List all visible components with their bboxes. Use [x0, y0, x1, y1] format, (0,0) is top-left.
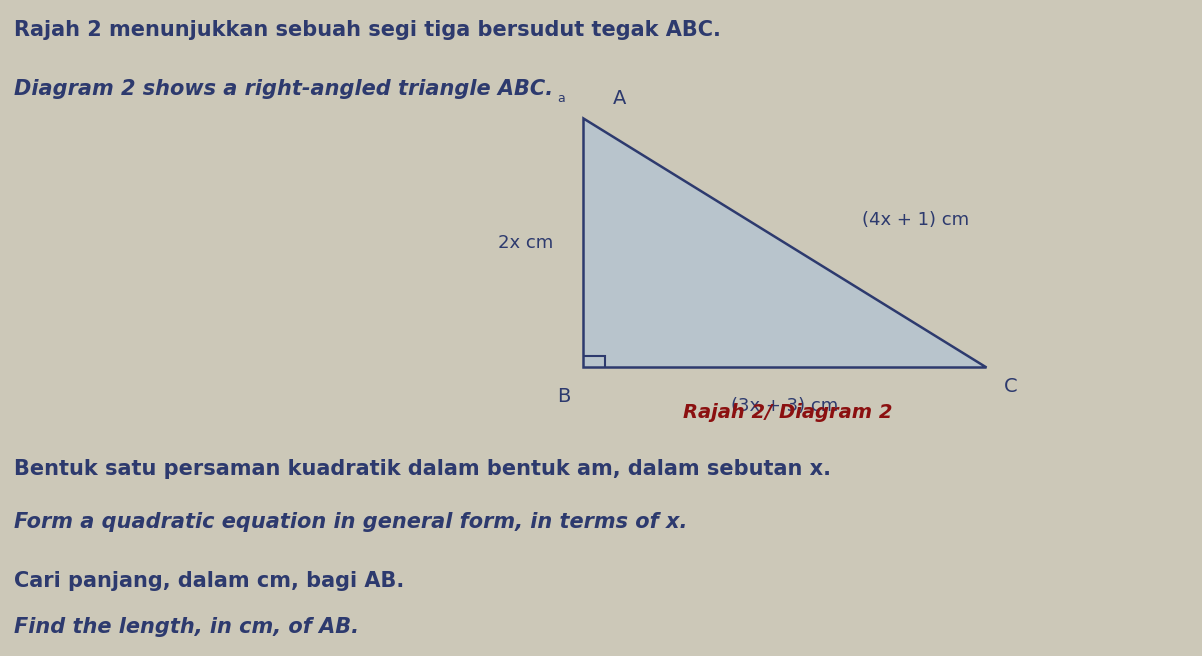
Text: 2x cm: 2x cm — [498, 234, 553, 252]
Text: B: B — [558, 387, 571, 406]
Text: C: C — [1004, 377, 1017, 396]
Text: Cari panjang, dalam cm, bagi AB.: Cari panjang, dalam cm, bagi AB. — [14, 571, 405, 590]
Text: Bentuk satu persaman kuadratik dalam bentuk am, dalam sebutan x.: Bentuk satu persaman kuadratik dalam ben… — [14, 459, 832, 479]
Text: Form a quadratic equation in general form, in terms of x.: Form a quadratic equation in general for… — [14, 512, 688, 531]
Text: a: a — [558, 92, 565, 105]
Text: Diagram 2 shows a right-angled triangle ABC.: Diagram 2 shows a right-angled triangle … — [14, 79, 554, 98]
Text: (4x + 1) cm: (4x + 1) cm — [863, 211, 970, 229]
Text: Find the length, in cm, of AB.: Find the length, in cm, of AB. — [14, 617, 359, 636]
Text: A: A — [613, 89, 626, 108]
Text: Rajah 2 menunjukkan sebuah segi tiga bersudut tegak ABC.: Rajah 2 menunjukkan sebuah segi tiga ber… — [14, 20, 721, 39]
Text: (3x + 3) cm: (3x + 3) cm — [731, 397, 838, 415]
Polygon shape — [583, 118, 986, 367]
Text: Rajah 2/ Diagram 2: Rajah 2/ Diagram 2 — [683, 403, 892, 422]
